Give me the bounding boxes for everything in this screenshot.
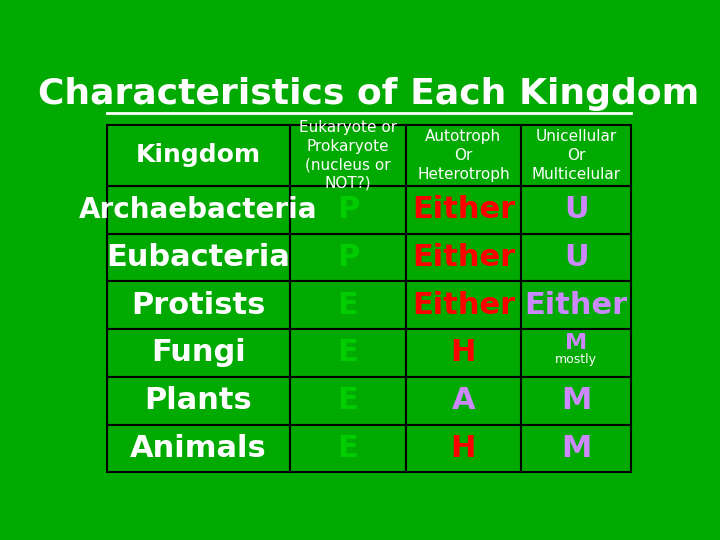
Bar	[521, 329, 631, 377]
Bar	[290, 424, 405, 472]
Text: H: H	[451, 434, 476, 463]
Bar	[521, 424, 631, 472]
Text: Plants: Plants	[145, 386, 253, 415]
Bar	[107, 281, 290, 329]
Text: P: P	[337, 195, 359, 224]
Bar	[405, 186, 521, 234]
Text: Characteristics of Each Kingdom: Characteristics of Each Kingdom	[38, 77, 700, 111]
Bar	[405, 424, 521, 472]
Text: E: E	[338, 339, 359, 367]
Bar	[405, 281, 521, 329]
Text: Unicellular
Or
Multicelular: Unicellular Or Multicelular	[531, 130, 621, 181]
Text: mostly: mostly	[555, 353, 597, 366]
Text: E: E	[338, 434, 359, 463]
Bar	[405, 377, 521, 424]
Text: Autotroph
Or
Heterotroph: Autotroph Or Heterotroph	[417, 130, 510, 181]
Bar	[290, 125, 405, 186]
Text: M: M	[561, 386, 591, 415]
Text: Either: Either	[412, 243, 515, 272]
Text: E: E	[338, 291, 359, 320]
Bar	[107, 234, 290, 281]
Text: Either: Either	[525, 291, 628, 320]
Text: Either: Either	[412, 291, 515, 320]
Bar	[521, 186, 631, 234]
Bar	[107, 377, 290, 424]
Text: U: U	[564, 243, 588, 272]
Text: E: E	[338, 386, 359, 415]
Text: U: U	[564, 195, 588, 224]
Bar	[290, 329, 405, 377]
Bar	[521, 377, 631, 424]
Bar	[290, 186, 405, 234]
Text: Fungi: Fungi	[151, 339, 246, 367]
Text: Kingdom: Kingdom	[136, 144, 261, 167]
Text: Protists: Protists	[131, 291, 266, 320]
Text: Either: Either	[412, 195, 515, 224]
Text: M: M	[565, 333, 588, 353]
Bar	[521, 281, 631, 329]
Bar	[107, 424, 290, 472]
Bar	[521, 125, 631, 186]
Bar	[290, 281, 405, 329]
Bar	[107, 186, 290, 234]
Text: A: A	[451, 386, 475, 415]
Text: M: M	[561, 434, 591, 463]
Bar	[107, 125, 290, 186]
Text: Archaebacteria: Archaebacteria	[79, 195, 318, 224]
Text: P: P	[337, 243, 359, 272]
Text: Eukaryote or
Prokaryote
(nucleus or
NOT?): Eukaryote or Prokaryote (nucleus or NOT?…	[299, 120, 397, 191]
Bar	[405, 329, 521, 377]
Text: Animals: Animals	[130, 434, 267, 463]
Bar	[405, 234, 521, 281]
Bar	[107, 329, 290, 377]
Bar	[521, 234, 631, 281]
Text: H: H	[451, 339, 476, 367]
Bar	[290, 234, 405, 281]
Bar	[290, 377, 405, 424]
Bar	[405, 125, 521, 186]
Text: Eubacteria: Eubacteria	[107, 243, 290, 272]
